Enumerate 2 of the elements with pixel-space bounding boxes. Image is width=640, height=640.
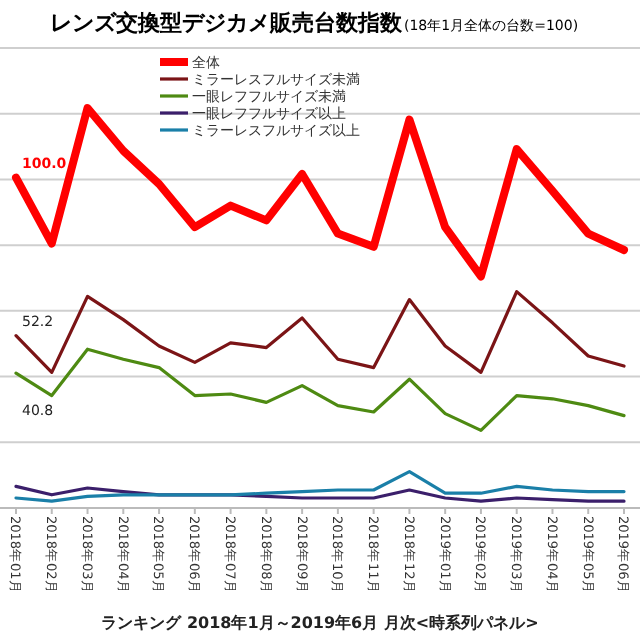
text: ランキング 2018年1月～2019年6月 月次<時系列パネル> — [101, 614, 539, 632]
chart-title: レンズ交換型デジカメ販売台数指数 — [50, 10, 404, 36]
